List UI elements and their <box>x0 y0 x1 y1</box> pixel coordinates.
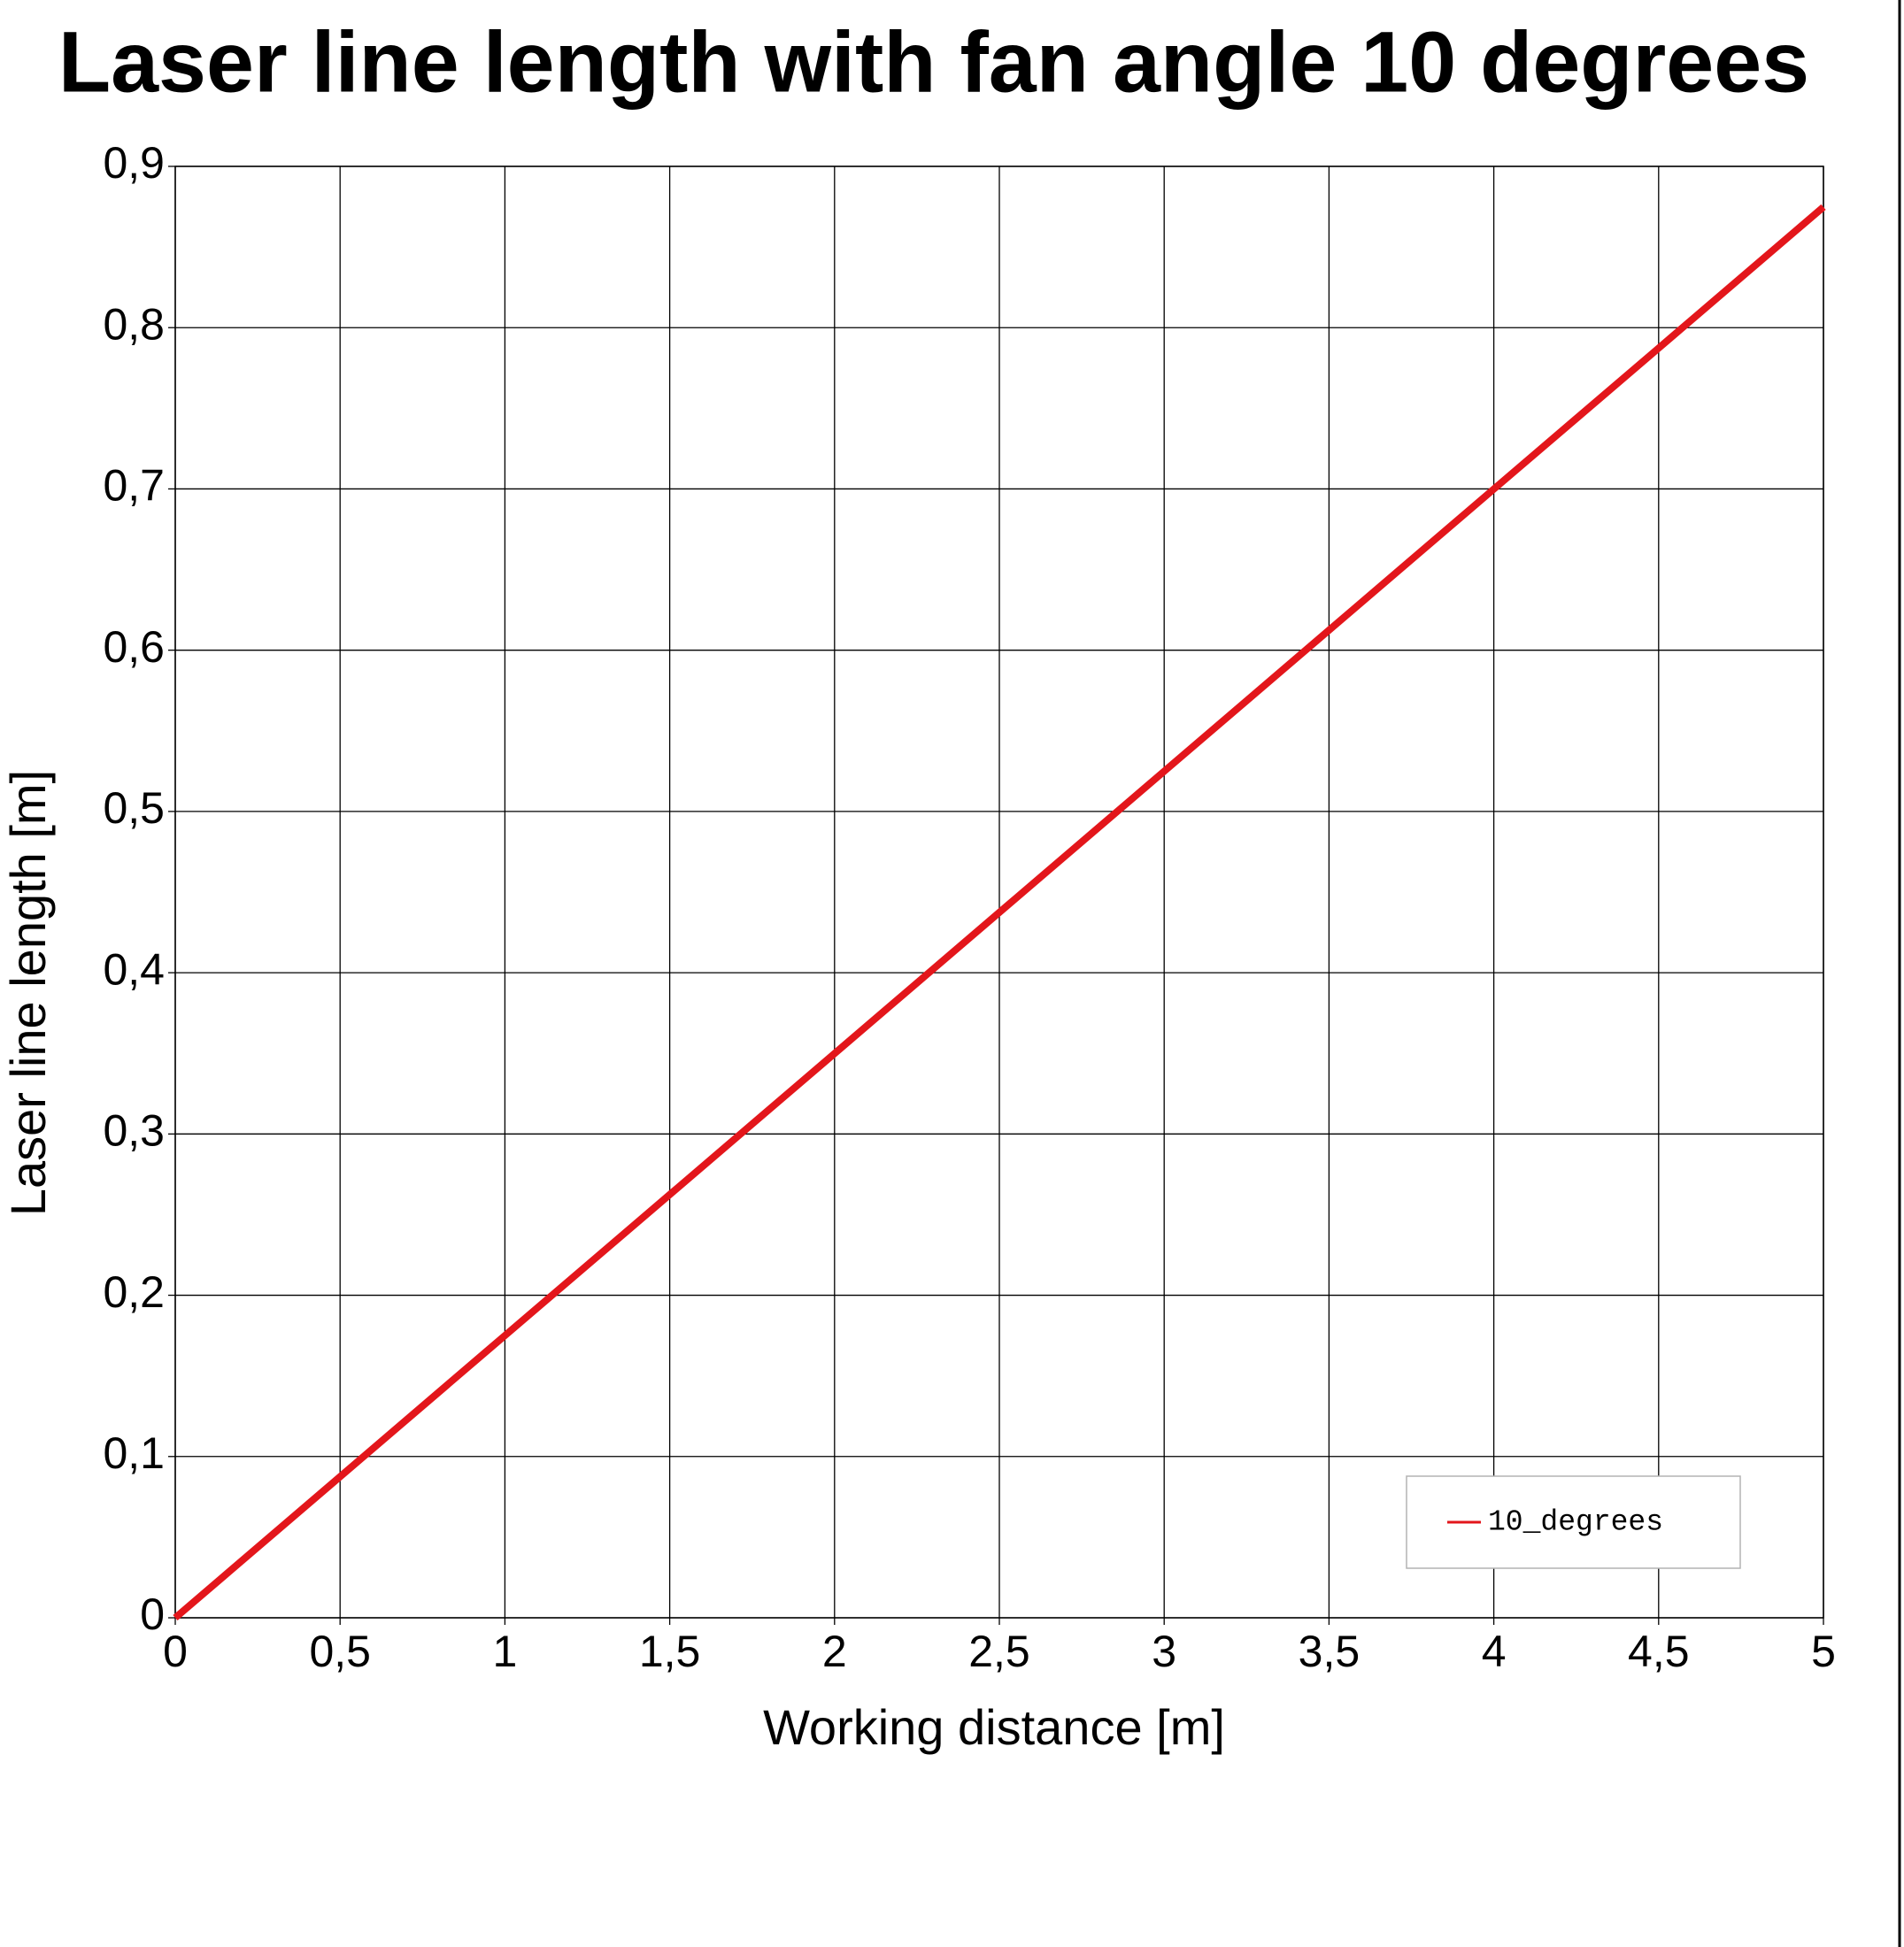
x-tick-label: 2,5 <box>968 1627 1030 1676</box>
y-tick-label: 0,5 <box>103 783 165 833</box>
x-axis-label: Working distance [m] <box>763 1699 1225 1755</box>
y-tick-label: 0,6 <box>103 622 165 672</box>
y-tick-label: 0,8 <box>103 299 165 349</box>
y-tick-label: 0,9 <box>103 138 165 188</box>
plot-frame <box>174 165 1824 1619</box>
data-line <box>173 204 1826 1621</box>
x-tick-label: 0 <box>163 1627 188 1676</box>
chart-title: Laser line length with fan angle 10 degr… <box>58 14 1809 111</box>
x-tick-label: 3,5 <box>1299 1627 1361 1676</box>
x-tick-label: 1 <box>492 1627 517 1676</box>
legend-label: 10_degrees <box>1488 1506 1663 1539</box>
x-tick-label: 4 <box>1482 1627 1507 1676</box>
y-tick-label: 0,1 <box>103 1428 165 1478</box>
y-tick-label: 0 <box>140 1589 165 1639</box>
y-tick-label: 0,2 <box>103 1267 165 1317</box>
y-tick-label: 0,3 <box>103 1106 165 1156</box>
x-tick-label: 5 <box>1811 1627 1836 1676</box>
y-tick-label: 0,7 <box>103 461 165 511</box>
y-axis-label: Laser line length [m] <box>0 770 56 1216</box>
y-tick-label: 0,4 <box>103 944 165 994</box>
x-tick-label: 3 <box>1152 1627 1176 1676</box>
x-tick-label: 0,5 <box>309 1627 371 1676</box>
x-tick-label: 1,5 <box>639 1627 701 1676</box>
x-tick-label: 2 <box>822 1627 847 1676</box>
x-tick-label: 4,5 <box>1628 1627 1690 1676</box>
